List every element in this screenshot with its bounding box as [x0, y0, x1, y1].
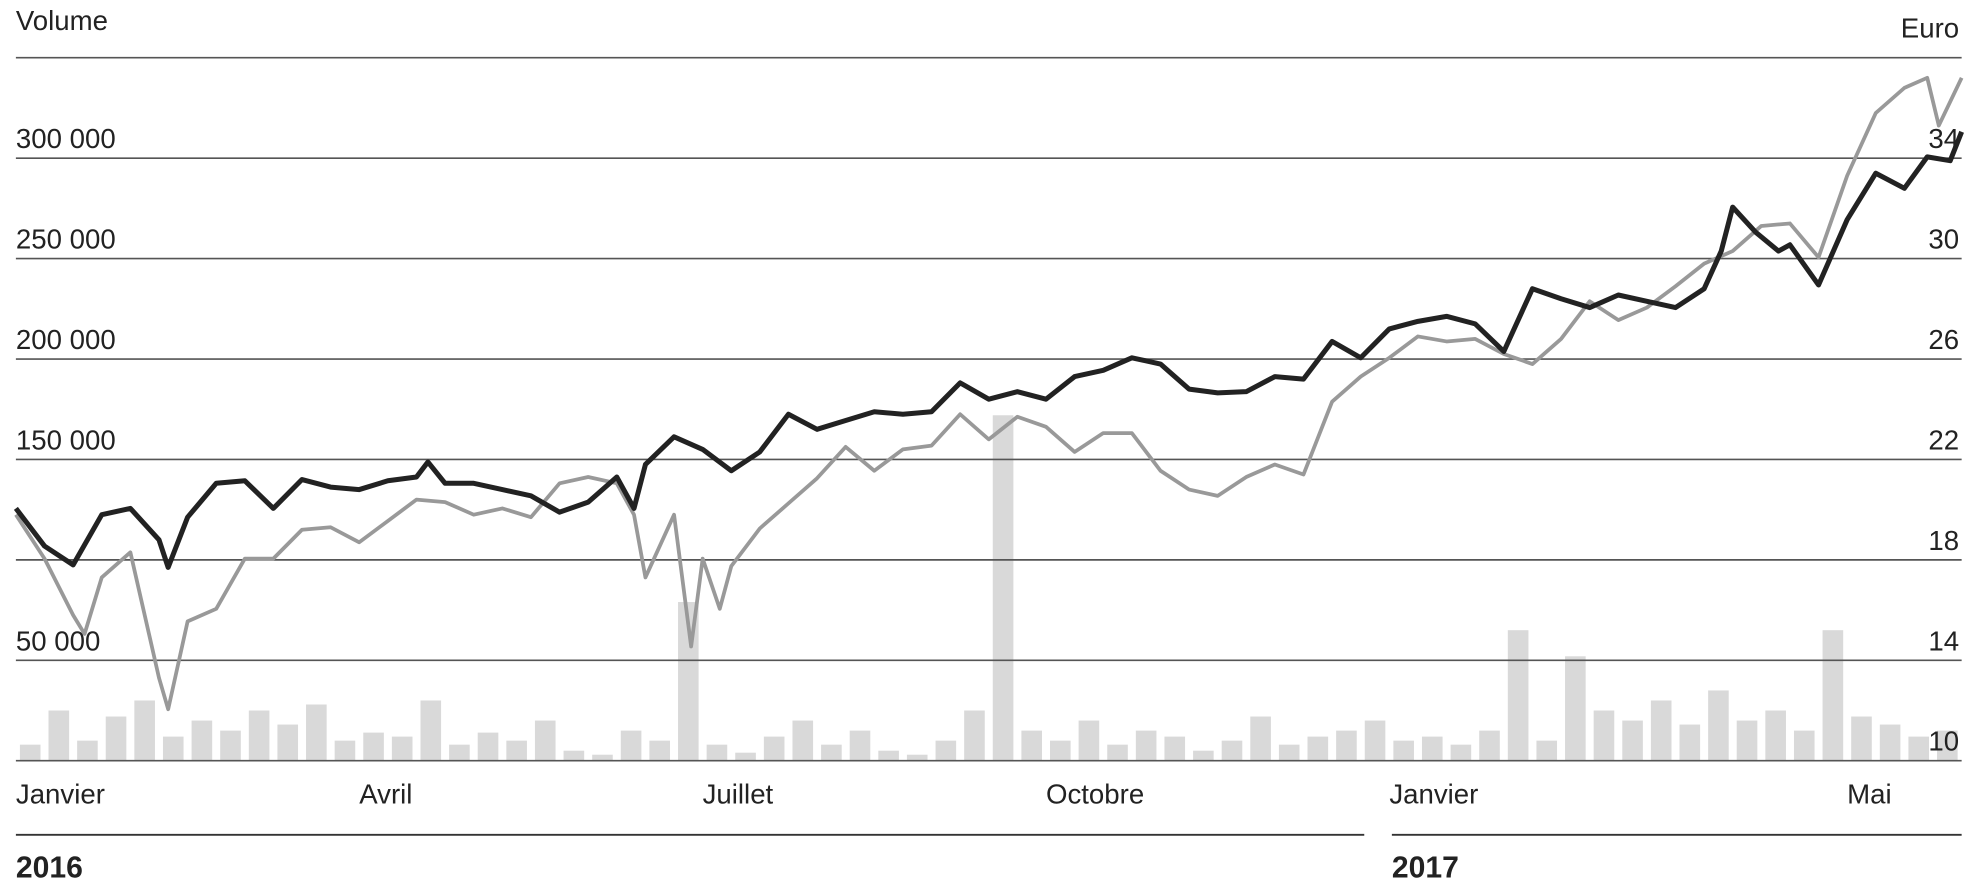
- volume-bar: [1650, 700, 1672, 761]
- y2-tick-label: 30: [1928, 224, 1959, 255]
- volume-bar: [706, 744, 728, 761]
- y2-tick-label: 14: [1928, 625, 1959, 656]
- volume-bar: [649, 740, 671, 761]
- volume-bar: [1507, 630, 1529, 761]
- volume-bar: [306, 704, 327, 761]
- volume-bar: [792, 720, 814, 761]
- volume-bar: [1736, 720, 1758, 761]
- volume-bar: [821, 744, 842, 761]
- volume-bar: [1908, 736, 1930, 761]
- volume-bar: [1049, 740, 1071, 761]
- volume-bar: [1135, 730, 1157, 761]
- volume-bar: [1307, 736, 1329, 761]
- volume-bar: [1336, 730, 1357, 761]
- volume-bar: [48, 710, 70, 761]
- volume-bar: [935, 740, 957, 761]
- volume-bar: [477, 732, 499, 761]
- y-tick-label: 250 000: [16, 224, 116, 255]
- volume-bar: [1393, 740, 1414, 761]
- volume-bar: [592, 754, 613, 761]
- volume-bar: [563, 750, 585, 761]
- volume-bar: [248, 710, 270, 761]
- y-axis-label: Volume: [16, 5, 108, 36]
- price-line: [14, 75, 1964, 712]
- x-tick-label: Mai: [1847, 778, 1892, 809]
- y2-tick-label: 10: [1928, 726, 1959, 757]
- volume-bar: [1793, 730, 1815, 761]
- y-tick-label: 50 000: [16, 625, 100, 656]
- volume-bar: [1278, 744, 1300, 761]
- y2-tick-label: 18: [1928, 525, 1959, 556]
- volume-bar: [19, 744, 41, 761]
- y-tick-label: 200 000: [16, 324, 116, 355]
- volume-bar: [134, 700, 155, 761]
- volume-bar: [1250, 716, 1271, 761]
- volume-bar: [1536, 740, 1558, 761]
- y2-tick-label: 22: [1928, 424, 1959, 455]
- volume-bar: [1193, 750, 1214, 761]
- volume-bar: [620, 730, 642, 761]
- volume-bar: [906, 754, 928, 761]
- volume-bar: [391, 736, 413, 761]
- y2-tick-label: 26: [1928, 324, 1959, 355]
- volume-bar: [162, 736, 184, 761]
- volume-bar: [1708, 690, 1729, 761]
- volume-bar: [1851, 716, 1872, 761]
- volume-bar: [334, 740, 356, 761]
- y2-axis-label: Euro: [1901, 13, 1959, 44]
- volume-bar: [964, 710, 985, 761]
- volume-bar: [992, 415, 1014, 761]
- volume-bar: [77, 740, 98, 761]
- volume-bar: [1622, 720, 1643, 761]
- volume-bar: [1937, 730, 1958, 761]
- volume-bar: [1565, 656, 1586, 761]
- price-line: [13, 130, 1964, 570]
- volume-bar: [191, 720, 213, 761]
- volume-bar: [878, 750, 899, 761]
- y-tick-label: 150 000: [16, 424, 116, 455]
- volume-bar: [363, 732, 384, 761]
- x-tick-label: Avril: [359, 778, 412, 809]
- volume-bar: [1021, 730, 1042, 761]
- volume-bar: [763, 736, 785, 761]
- volume-bar: [1221, 740, 1243, 761]
- volume-bar: [1364, 720, 1386, 761]
- volume-bar: [1479, 730, 1500, 761]
- volume-bar: [1679, 724, 1701, 761]
- y2-tick-label: 34: [1928, 123, 1959, 154]
- volume-bar: [1164, 736, 1186, 761]
- x-tick-label: Juillet: [703, 778, 774, 809]
- volume-bar: [1107, 744, 1128, 761]
- volume-bar: [735, 752, 756, 761]
- volume-bar: [449, 744, 470, 761]
- x-tick-label: Octobre: [1046, 778, 1144, 809]
- year-label: 2017: [1392, 851, 1459, 884]
- year-label: 2016: [16, 851, 83, 884]
- volume-bar: [1421, 736, 1443, 761]
- volume-bar: [277, 724, 299, 761]
- volume-bar: [1822, 630, 1844, 761]
- volume-bar: [1593, 710, 1615, 761]
- volume-bar: [1450, 744, 1472, 761]
- volume-bar: [220, 730, 241, 761]
- volume-bar: [849, 730, 871, 761]
- volume-bar: [534, 720, 556, 761]
- volume-bar: [1078, 720, 1100, 761]
- volume-bar: [1879, 724, 1901, 761]
- y-tick-label: 300 000: [16, 123, 116, 154]
- volume-bar: [105, 716, 127, 761]
- volume-bar: [420, 700, 442, 761]
- x-tick-label: Janvier: [16, 778, 105, 809]
- volume-bar: [506, 740, 527, 761]
- x-tick-label: Janvier: [1389, 778, 1478, 809]
- volume-bar: [1765, 710, 1786, 761]
